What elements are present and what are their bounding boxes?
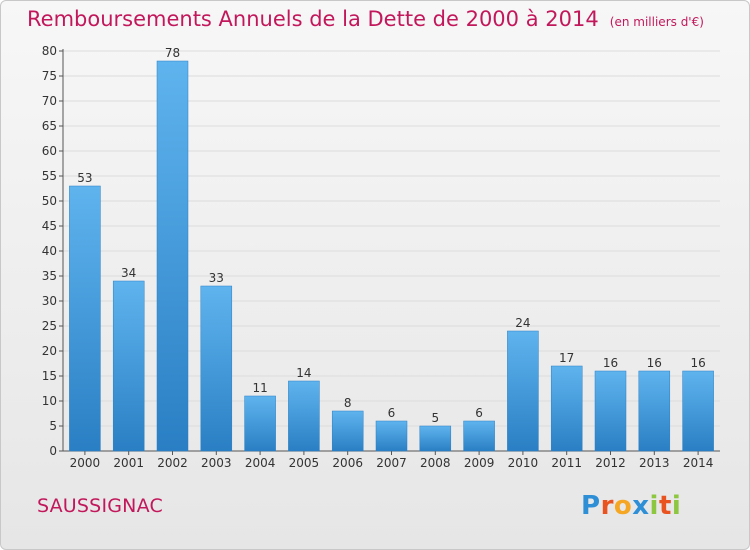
data-label: 11 [252,381,267,395]
x-tick-labels: 2000 2001 2002 2003 2004 2005 2006 2007 2008 2009… [70,456,714,470]
y-tick-label: 75 [42,69,57,83]
logo-letter: o [613,491,633,521]
data-label: 33 [209,271,224,285]
y-tick-label: 55 [42,169,57,183]
data-label: 14 [296,366,311,380]
y-tick-label: 50 [42,194,57,208]
y-tick-label: 40 [42,244,57,258]
x-tick-label: 2010 [508,456,539,470]
data-label: 6 [388,406,396,420]
data-labels: 53 34 78 33 11 14 8 6 5 6 24 17 16 16 16 [77,46,705,425]
logo-letter: r [600,491,614,521]
x-tick-label: 2001 [113,456,144,470]
logo-letter: i [649,491,659,521]
unit-note: (en milliers d'€) [609,15,704,29]
x-tick-label: 2000 [70,456,101,470]
x-tick-label: 2002 [157,456,188,470]
bar [156,60,189,452]
chart-title-text: Remboursements Annuels de la Dette de 20… [27,7,599,31]
y-tick-label: 5 [49,419,57,433]
y-tick-label: 10 [42,394,57,408]
bar [463,420,495,452]
bar [419,425,452,452]
proxiti-logo: Proxiti [581,491,681,521]
x-tick-label: 2014 [683,456,714,470]
data-label: 17 [559,351,574,365]
x-tick-label: 2011 [551,456,582,470]
x-tick-label: 2004 [245,456,276,470]
bar [375,420,408,452]
x-tick-label: 2013 [639,456,670,470]
bar [594,370,627,452]
y-tick-label: 70 [42,94,57,108]
y-tick-labels: 0 5 10 15 20 25 30 35 40 45 50 55 60 65 70 75 80 [42,44,57,458]
logo-letter: t [658,491,672,521]
x-tick-label: 2005 [289,456,320,470]
data-label: 53 [77,171,92,185]
y-tick-label: 0 [49,444,57,458]
y-tick-label: 80 [42,44,57,58]
x-tick-label: 2007 [376,456,407,470]
commune-name: SAUSSIGNAC [37,495,163,517]
data-label: 78 [165,46,180,60]
bar [288,380,320,452]
bar [550,365,583,452]
data-label: 8 [344,396,352,410]
logo-letter: P [581,491,601,521]
logo-letter: x [632,491,650,521]
y-tick-label: 30 [42,294,57,308]
bar [69,185,101,452]
bar [244,395,276,452]
x-tick-label: 2006 [332,456,363,470]
y-tick-label: 15 [42,369,57,383]
y-tick-label: 60 [42,144,57,158]
bar [682,370,714,452]
y-tick-label: 20 [42,344,57,358]
data-label: 16 [647,356,662,370]
chart-title: Remboursements Annuels de la Dette de 20… [27,7,704,31]
bar [331,410,364,452]
data-label: 34 [121,266,136,280]
bar [112,280,145,452]
logo-letter: i [671,491,682,521]
y-tick-label: 65 [42,119,57,133]
x-tick-label: 2009 [464,456,495,470]
data-label: 6 [475,406,483,420]
y-tick-label: 45 [42,219,57,233]
data-label: 24 [515,316,530,330]
data-label: 16 [690,356,705,370]
x-tick-label: 2012 [595,456,626,470]
bars [69,60,714,452]
bar [638,370,671,452]
bar [200,285,233,452]
bar [507,330,539,452]
y-tick-label: 35 [42,269,57,283]
y-tick-label: 25 [42,319,57,333]
data-label: 16 [603,356,618,370]
x-tick-label: 2003 [201,456,232,470]
x-tick-label: 2008 [420,456,451,470]
data-label: 5 [431,411,439,425]
